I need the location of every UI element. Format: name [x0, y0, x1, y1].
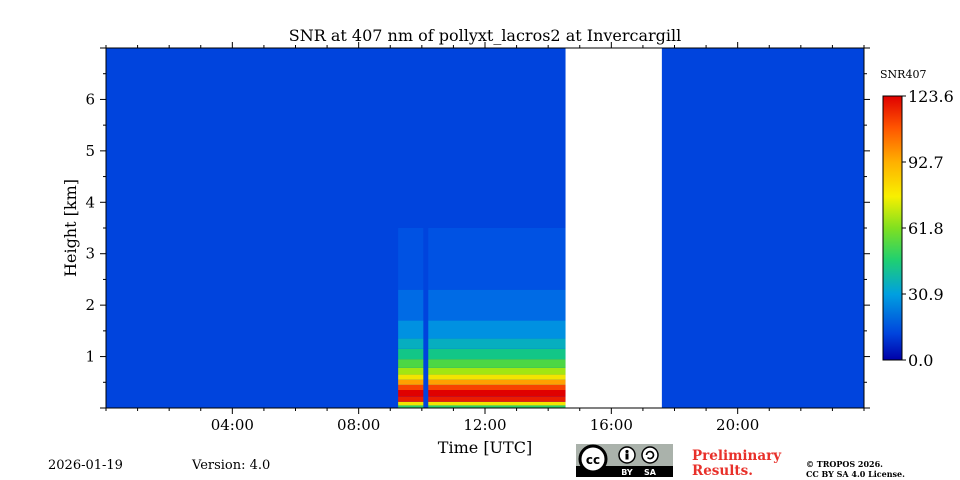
y-tick-label: 1	[85, 348, 95, 366]
colorbar-label: SNR407	[880, 68, 926, 81]
no-data-region	[565, 48, 662, 408]
snr-band-seg0-11	[398, 320, 424, 339]
snr-band-seg1-1	[428, 401, 566, 406]
by-person-head	[625, 449, 629, 454]
y-tick-label: 2	[85, 296, 95, 314]
by-text: BY	[621, 468, 633, 477]
copyright-line-1: © TROPOS 2026.	[806, 459, 883, 469]
x-tick-label: 20:00	[716, 416, 759, 434]
snr-band-seg1-6	[428, 374, 566, 380]
colorbar-tick-label: 92.7	[908, 153, 944, 172]
x-tick-label: 12:00	[463, 416, 506, 434]
snr-band-seg1-10	[428, 338, 566, 349]
snr-band-seg1-13	[428, 228, 566, 290]
cc-license-badge: cc BY SA	[576, 444, 673, 477]
snr-band-seg0-1	[398, 401, 424, 406]
date-label: 2026-01-19	[48, 458, 123, 473]
snr-band-seg1-7	[428, 367, 566, 375]
preliminary-results-note: Preliminary Results.	[692, 449, 781, 479]
colorbar	[882, 95, 903, 361]
sa-arrow	[645, 450, 655, 460]
snr-band-seg1-2	[428, 396, 566, 402]
snr-band-seg0-3	[398, 390, 424, 397]
preliminary-line-1: Preliminary	[692, 448, 782, 464]
copyright-note: © TROPOS 2026. CC BY SA 4.0 License.	[806, 459, 905, 479]
snr-band-seg0-7	[398, 367, 424, 375]
signal-gap	[423, 48, 429, 408]
snr-band-seg1-12	[428, 289, 566, 321]
x-axis-label: Time [UTC]	[438, 438, 532, 457]
x-tick-label: 08:00	[337, 416, 380, 434]
snr-band-seg0-0	[398, 405, 424, 408]
chart-title: SNR at 407 nm of pollyxt_lacros2 at Inve…	[289, 26, 682, 45]
copyright-line-2: CC BY SA 4.0 License.	[806, 469, 905, 479]
x-axis: 04:00 08:00 12:00 16:00 20:00	[105, 42, 865, 434]
snr-band-seg0-2	[398, 396, 424, 402]
snr-band-seg1-4	[428, 384, 566, 390]
snr-band-seg0-10	[398, 338, 424, 349]
snr-band-seg0-12	[398, 289, 424, 321]
snr-band-seg0-9	[398, 348, 424, 360]
sa-share-alike-icon	[641, 446, 659, 464]
colorbar-tick-label: 123.6	[908, 87, 954, 106]
sa-text: SA	[644, 468, 657, 477]
snr-band-seg0-8	[398, 359, 424, 368]
colorbar-ticks: 0.0 30.9 61.8 92.7 123.6	[902, 87, 954, 370]
colorbar-tick-label: 30.9	[908, 285, 944, 304]
cc-logo-icon	[578, 444, 608, 474]
y-tick-label: 6	[85, 90, 95, 108]
colorbar-tick-label: 0.0	[908, 351, 933, 370]
x-tick-label: 16:00	[590, 416, 633, 434]
y-tick-label: 3	[85, 245, 95, 263]
colorbar-tick-label: 61.8	[908, 219, 944, 238]
snr-band-seg1-8	[428, 359, 566, 368]
snr-band-seg0-5	[398, 379, 424, 385]
plot-area	[105, 47, 865, 409]
y-tick-label: 4	[85, 193, 95, 211]
snr-band-seg1-5	[428, 379, 566, 385]
preliminary-line-2: Results.	[692, 463, 753, 479]
by-person-body	[625, 453, 629, 460]
snr-band-seg0-13	[398, 228, 424, 290]
snr-band-seg1-11	[428, 320, 566, 339]
y-axis-label: Height [km]	[61, 179, 80, 277]
y-axis: 1 2 3 4 5 6	[85, 47, 870, 409]
x-tick-label: 04:00	[211, 416, 254, 434]
version-label: Version: 4.0	[192, 458, 271, 473]
snr-band-seg1-9	[428, 348, 566, 360]
y-tick-label: 5	[85, 142, 95, 160]
snr-band-seg1-3	[428, 390, 566, 397]
cc-logo-text: cc	[586, 453, 600, 467]
snr-band-seg0-4	[398, 384, 424, 390]
snr-band-seg0-6	[398, 374, 424, 380]
snr-band-seg1-0	[428, 405, 566, 408]
